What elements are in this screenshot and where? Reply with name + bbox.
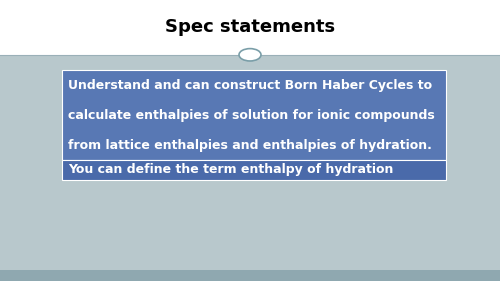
FancyBboxPatch shape	[0, 270, 500, 281]
FancyBboxPatch shape	[0, 0, 500, 55]
Circle shape	[239, 49, 261, 61]
FancyBboxPatch shape	[62, 70, 446, 160]
Text: You can define the term enthalpy of hydration: You can define the term enthalpy of hydr…	[68, 164, 394, 176]
Text: Understand and can construct Born Haber Cycles to: Understand and can construct Born Haber …	[68, 78, 432, 92]
FancyBboxPatch shape	[0, 55, 500, 270]
Text: calculate enthalpies of solution for ionic compounds: calculate enthalpies of solution for ion…	[68, 108, 435, 121]
Text: Spec statements: Spec statements	[165, 18, 335, 37]
FancyBboxPatch shape	[62, 160, 446, 180]
Text: from lattice enthalpies and enthalpies of hydration.: from lattice enthalpies and enthalpies o…	[68, 139, 432, 151]
